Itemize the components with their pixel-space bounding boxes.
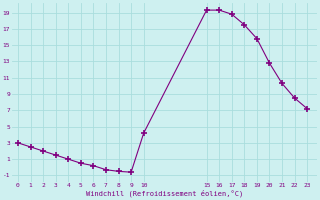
X-axis label: Windchill (Refroidissement éolien,°C): Windchill (Refroidissement éolien,°C) <box>86 190 243 197</box>
